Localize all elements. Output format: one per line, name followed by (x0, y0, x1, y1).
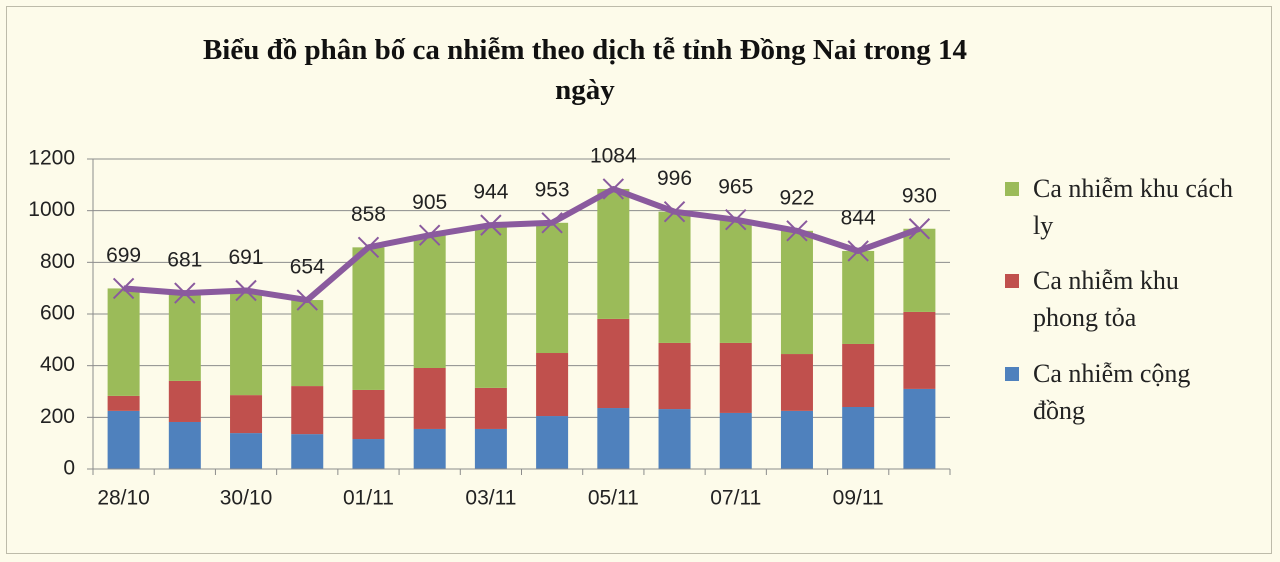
data-label: 691 (229, 246, 264, 269)
legend-label: Ca nhiễm khu phong tỏa (1033, 266, 1179, 332)
data-label: 996 (657, 167, 692, 190)
bar-segment (352, 247, 385, 390)
legend-swatch (1005, 367, 1019, 381)
bar-segment (780, 354, 813, 411)
line-marker (235, 279, 257, 302)
bar-segment (597, 318, 630, 409)
bar-segment (842, 250, 875, 344)
bar-segment (658, 211, 691, 343)
y-tick-label: 400 (40, 353, 75, 376)
line-marker (357, 236, 380, 259)
bar-segment (842, 407, 875, 469)
line-marker (786, 220, 808, 242)
bar-segment (719, 219, 752, 343)
bar-segment (413, 235, 446, 368)
bar-segment (230, 433, 263, 469)
data-label: 858 (351, 203, 386, 226)
data-label: 930 (902, 184, 937, 207)
line-marker (847, 240, 869, 262)
bar-segment (413, 367, 446, 429)
bar-segment (107, 395, 140, 411)
line-marker (174, 282, 196, 304)
bar-segment (536, 416, 569, 469)
bar-segment (597, 188, 630, 319)
bar-segment (658, 409, 691, 469)
legend-swatch (1005, 182, 1019, 196)
y-tick-label: 0 (63, 457, 75, 480)
legend-label: Ca nhiễm khu cách ly (1033, 174, 1233, 240)
data-label: 905 (412, 191, 447, 214)
bar-segment (107, 288, 140, 396)
x-tick-label: 01/11 (343, 487, 394, 510)
data-label: 844 (841, 207, 876, 230)
line-marker (602, 178, 625, 200)
bar-segment (903, 228, 936, 312)
line-marker (112, 277, 135, 300)
bar-segment (352, 439, 385, 469)
line-marker (908, 218, 931, 240)
x-tick-label: 28/10 (97, 487, 150, 510)
line-marker (663, 200, 686, 223)
bar-segment (168, 421, 201, 469)
bar-segment (291, 300, 324, 387)
y-tick-label: 200 (40, 405, 75, 428)
line-marker (725, 209, 747, 231)
total-line (123, 185, 921, 304)
x-tick-label: 07/11 (710, 487, 761, 510)
line-marker (480, 214, 502, 236)
bar-segment (352, 389, 385, 440)
line-marker (418, 224, 441, 246)
y-tick-label: 1000 (28, 198, 75, 221)
x-tick-label: 05/11 (588, 487, 639, 510)
x-tick-label: 03/11 (465, 487, 516, 510)
y-tick-label: 600 (40, 302, 75, 325)
legend-swatch (1005, 274, 1019, 288)
bar-segment (903, 311, 936, 389)
y-tick-label: 1200 (28, 147, 75, 170)
bar-segment (107, 410, 140, 469)
bar-segment (719, 342, 752, 413)
y-tick-label: 800 (40, 250, 75, 273)
x-tick-label: 30/10 (220, 487, 273, 510)
data-label: 1084 (590, 145, 637, 168)
bar-segment (780, 230, 813, 355)
bar-segment (719, 412, 752, 469)
data-label: 654 (290, 256, 325, 279)
line-marker (296, 289, 318, 311)
bar-segment (474, 428, 507, 469)
bar-segment (536, 222, 569, 354)
line-marker (541, 212, 563, 234)
data-label: 965 (718, 175, 753, 198)
legend-item: Ca nhiễm khu cách ly (1005, 170, 1245, 244)
chart-title: Biểu đồ phân bố ca nhiễm theo dịch tễ tỉ… (202, 34, 968, 106)
data-label: 681 (167, 249, 202, 272)
chart-frame (6, 6, 1272, 554)
x-tick-label: 09/11 (833, 487, 884, 510)
data-label: 944 (473, 181, 508, 204)
data-label: 699 (106, 244, 141, 267)
bar-segment (658, 342, 691, 410)
bar-segment (291, 434, 324, 469)
bar-segment (474, 387, 507, 429)
legend-item: Ca nhiễm cộng đồng (1005, 355, 1245, 429)
bar-segment (230, 290, 263, 396)
bar-segment (842, 343, 875, 407)
data-label: 953 (535, 178, 570, 201)
bar-segment (536, 353, 569, 417)
bar-segment (168, 380, 201, 422)
bar-segment (474, 225, 507, 388)
bar-segment (780, 410, 813, 469)
bar-segment (291, 386, 324, 435)
legend-label: Ca nhiễm cộng đồng (1033, 359, 1191, 425)
data-label: 922 (779, 186, 814, 209)
bar-segment (413, 428, 446, 469)
bar-segment (168, 293, 201, 381)
bar-segment (230, 395, 263, 434)
legend-item: Ca nhiễm khu phong tỏa (1005, 262, 1245, 336)
bar-segment (903, 388, 936, 469)
bar-segment (597, 408, 630, 469)
